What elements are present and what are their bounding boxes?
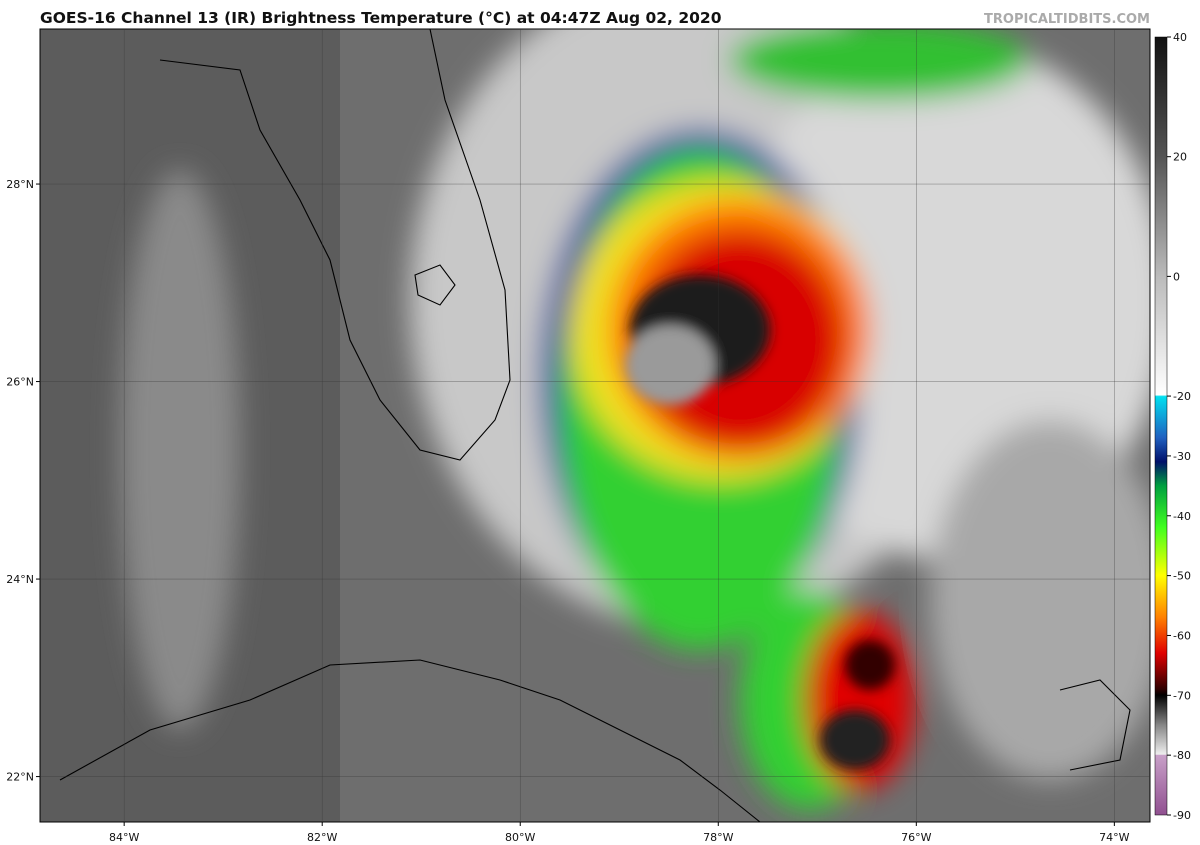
colorbar-label: 0 [1173, 270, 1180, 283]
lat-label: 24°N [6, 573, 34, 586]
satellite-image [40, 29, 1150, 822]
colorbar-label: -80 [1173, 749, 1191, 762]
lon-label: 82°W [307, 831, 337, 844]
colorbar-label: -70 [1173, 689, 1191, 702]
lat-label: 22°N [6, 771, 34, 784]
colorbar-label: 20 [1173, 151, 1187, 164]
colorbar [1154, 36, 1168, 816]
colorbar-label: -40 [1173, 510, 1191, 523]
colorbar-label: -30 [1173, 450, 1191, 463]
map-frame [39, 28, 1151, 823]
lon-label: 74°W [1099, 831, 1129, 844]
colorbar-label: -60 [1173, 629, 1191, 642]
credit: TROPICALTIDBITS.COM [984, 12, 1150, 27]
colorbar-label: -90 [1173, 809, 1191, 822]
lon-label: 76°W [901, 831, 931, 844]
lon-label: 84°W [109, 831, 139, 844]
lon-label: 80°W [505, 831, 535, 844]
lat-label: 26°N [6, 376, 34, 389]
title: GOES-16 Channel 13 (IR) Brightness Tempe… [40, 9, 722, 27]
lon-label: 78°W [703, 831, 733, 844]
colorbar-label: -50 [1173, 570, 1191, 583]
lat-label: 28°N [6, 178, 34, 191]
colorbar-label: -20 [1173, 390, 1191, 403]
colorbar-label: 40 [1173, 31, 1187, 44]
